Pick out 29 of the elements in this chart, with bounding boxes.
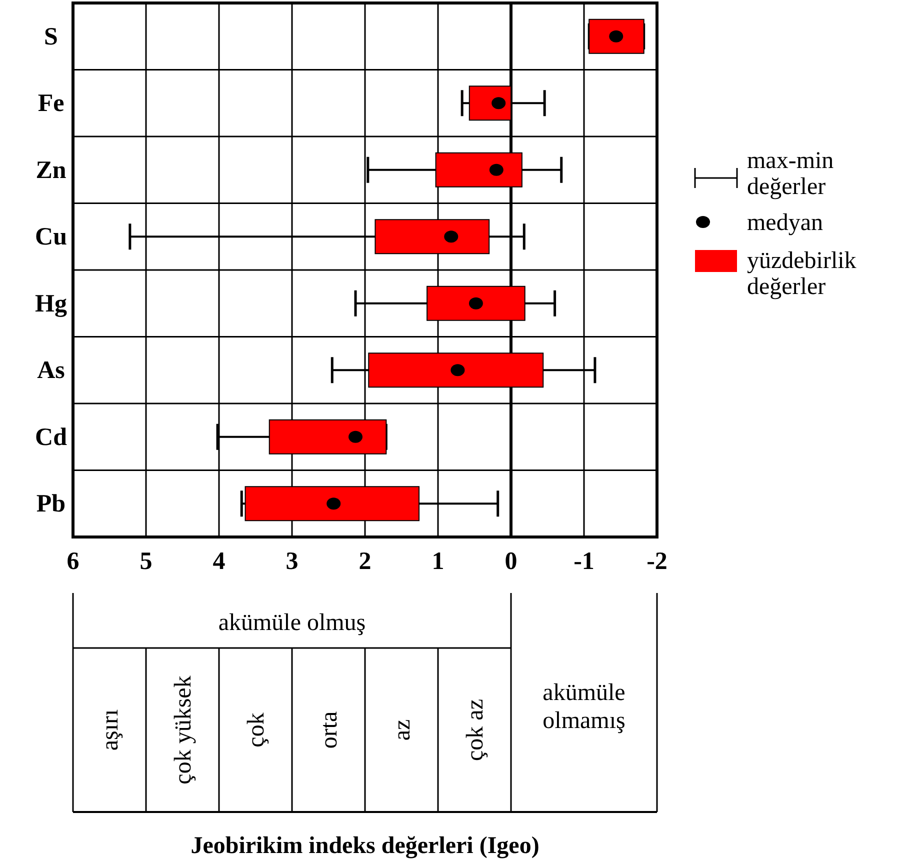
text: aşırı [98,709,124,751]
text: çok yüksek [170,676,196,784]
text: Jeobirikim indeks değerleri (Igeo) [190,833,540,859]
y-tick-label: Cd [35,424,68,451]
y-tick-label: Zn [36,156,66,184]
text: akümüle olmamış [542,680,626,734]
y-tick-label: Hg [35,290,68,318]
y-tick-label: As [37,357,66,384]
y-tick-label: Pb [36,490,66,518]
x-tick-label: 4 [212,548,226,575]
text: max-min değerler [747,148,834,200]
text: çok az [462,699,488,761]
x-tick-label: 3 [286,548,298,575]
text: medyan [747,210,823,236]
x-tick-label: 0 [504,548,518,575]
y-tick-label: S [44,23,58,50]
text: az [390,719,416,741]
x-tick-label: -1 [574,548,594,575]
x-tick-label: -2 [646,548,668,575]
x-tick-label: 1 [432,548,444,575]
y-tick-label: Cu [35,224,68,251]
x-tick-label: 2 [358,548,372,575]
text: akümüle olmuş [218,610,366,636]
text: orta [316,710,342,749]
text: çok [244,712,270,748]
x-tick-label: 5 [140,548,152,575]
y-tick-label: Fe [38,90,64,118]
legend-label: yüzdebirlik değerler [747,248,856,300]
x-tick-label: 6 [66,548,80,575]
